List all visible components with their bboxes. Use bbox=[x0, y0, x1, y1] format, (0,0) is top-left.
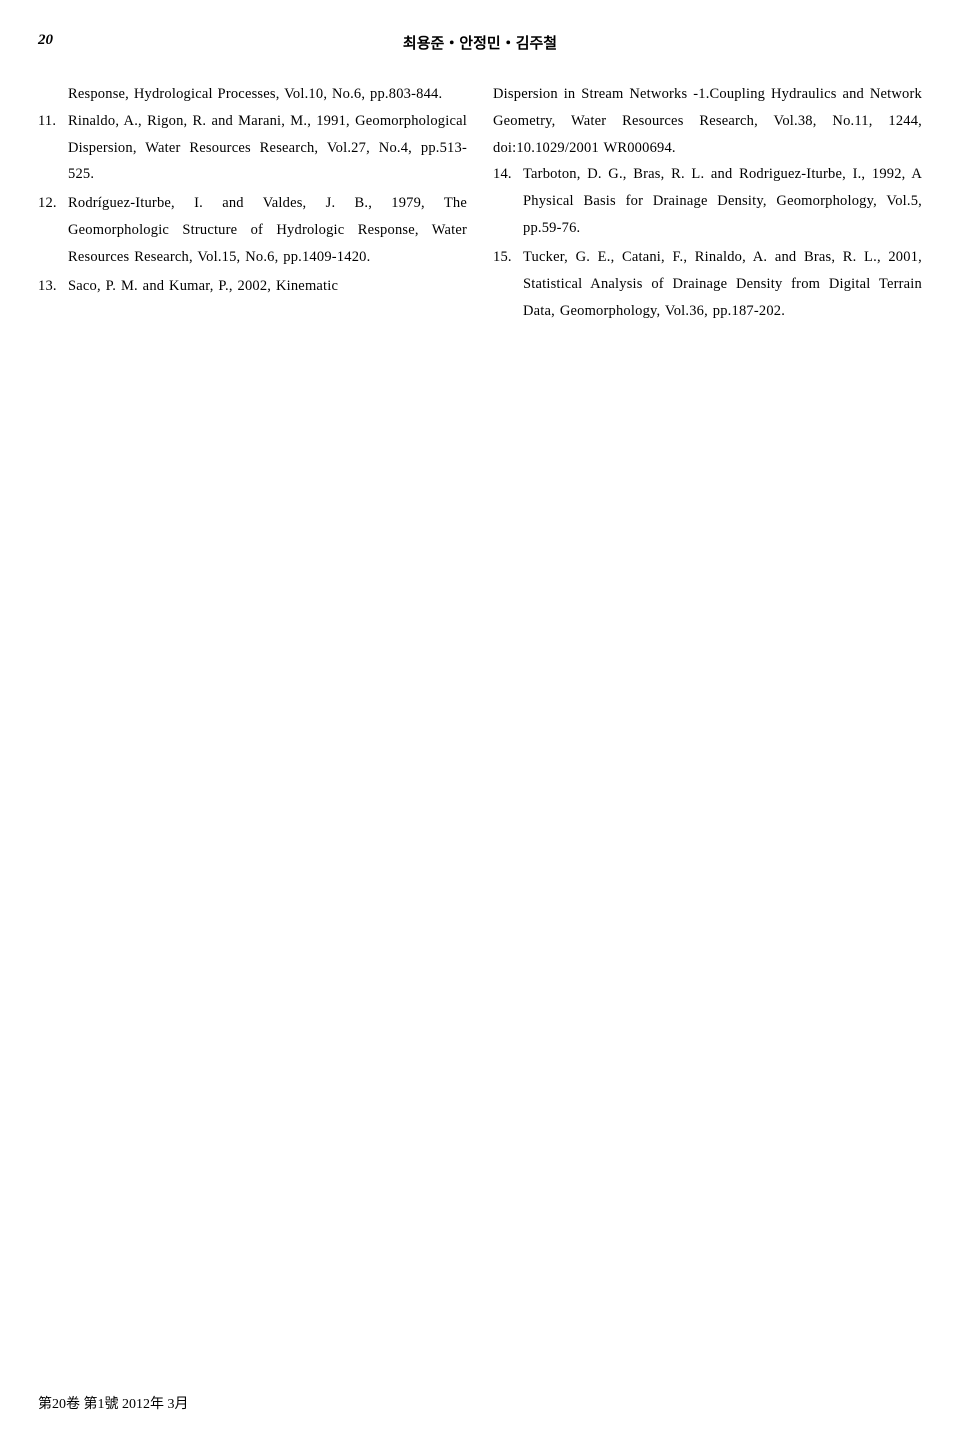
ref-number: 12. bbox=[38, 190, 68, 270]
ref-number: 11. bbox=[38, 108, 68, 188]
ref-13: 13. Saco, P. M. and Kumar, P., 2002, Kin… bbox=[38, 273, 467, 300]
ref-12: 12. Rodríguez-Iturbe, I. and Valdes, J. … bbox=[38, 190, 467, 270]
ref-13-continuation: Dispersion in Stream Networks -1.Couplin… bbox=[493, 81, 922, 161]
right-column: Dispersion in Stream Networks -1.Couplin… bbox=[493, 81, 922, 326]
ref-text: Tarboton, D. G., Bras, R. L. and Rodrigu… bbox=[523, 161, 922, 241]
ref-number: 13. bbox=[38, 273, 68, 300]
ref-text: Rodríguez-Iturbe, I. and Valdes, J. B., … bbox=[68, 190, 467, 270]
ref-14: 14. Tarboton, D. G., Bras, R. L. and Rod… bbox=[493, 161, 922, 241]
ref-11: 11. Rinaldo, A., Rigon, R. and Marani, M… bbox=[38, 108, 467, 188]
content-area: Response, Hydrological Processes, Vol.10… bbox=[0, 81, 960, 326]
ref-10-continuation: Response, Hydrological Processes, Vol.10… bbox=[38, 81, 467, 108]
footer-text: 第20卷 第1號 2012年 3月 bbox=[38, 1393, 189, 1413]
left-column: Response, Hydrological Processes, Vol.10… bbox=[38, 81, 467, 326]
ref-15: 15. Tucker, G. E., Catani, F., Rinaldo, … bbox=[493, 244, 922, 324]
ref-text: Rinaldo, A., Rigon, R. and Marani, M., 1… bbox=[68, 108, 467, 188]
ref-text: Saco, P. M. and Kumar, P., 2002, Kinemat… bbox=[68, 273, 467, 300]
page-number: 20 bbox=[38, 32, 53, 49]
ref-text: Tucker, G. E., Catani, F., Rinaldo, A. a… bbox=[523, 244, 922, 324]
ref-number: 14. bbox=[493, 161, 523, 241]
header-authors: 최용준・안정민・김주철 bbox=[403, 36, 557, 52]
ref-number: 15. bbox=[493, 244, 523, 324]
